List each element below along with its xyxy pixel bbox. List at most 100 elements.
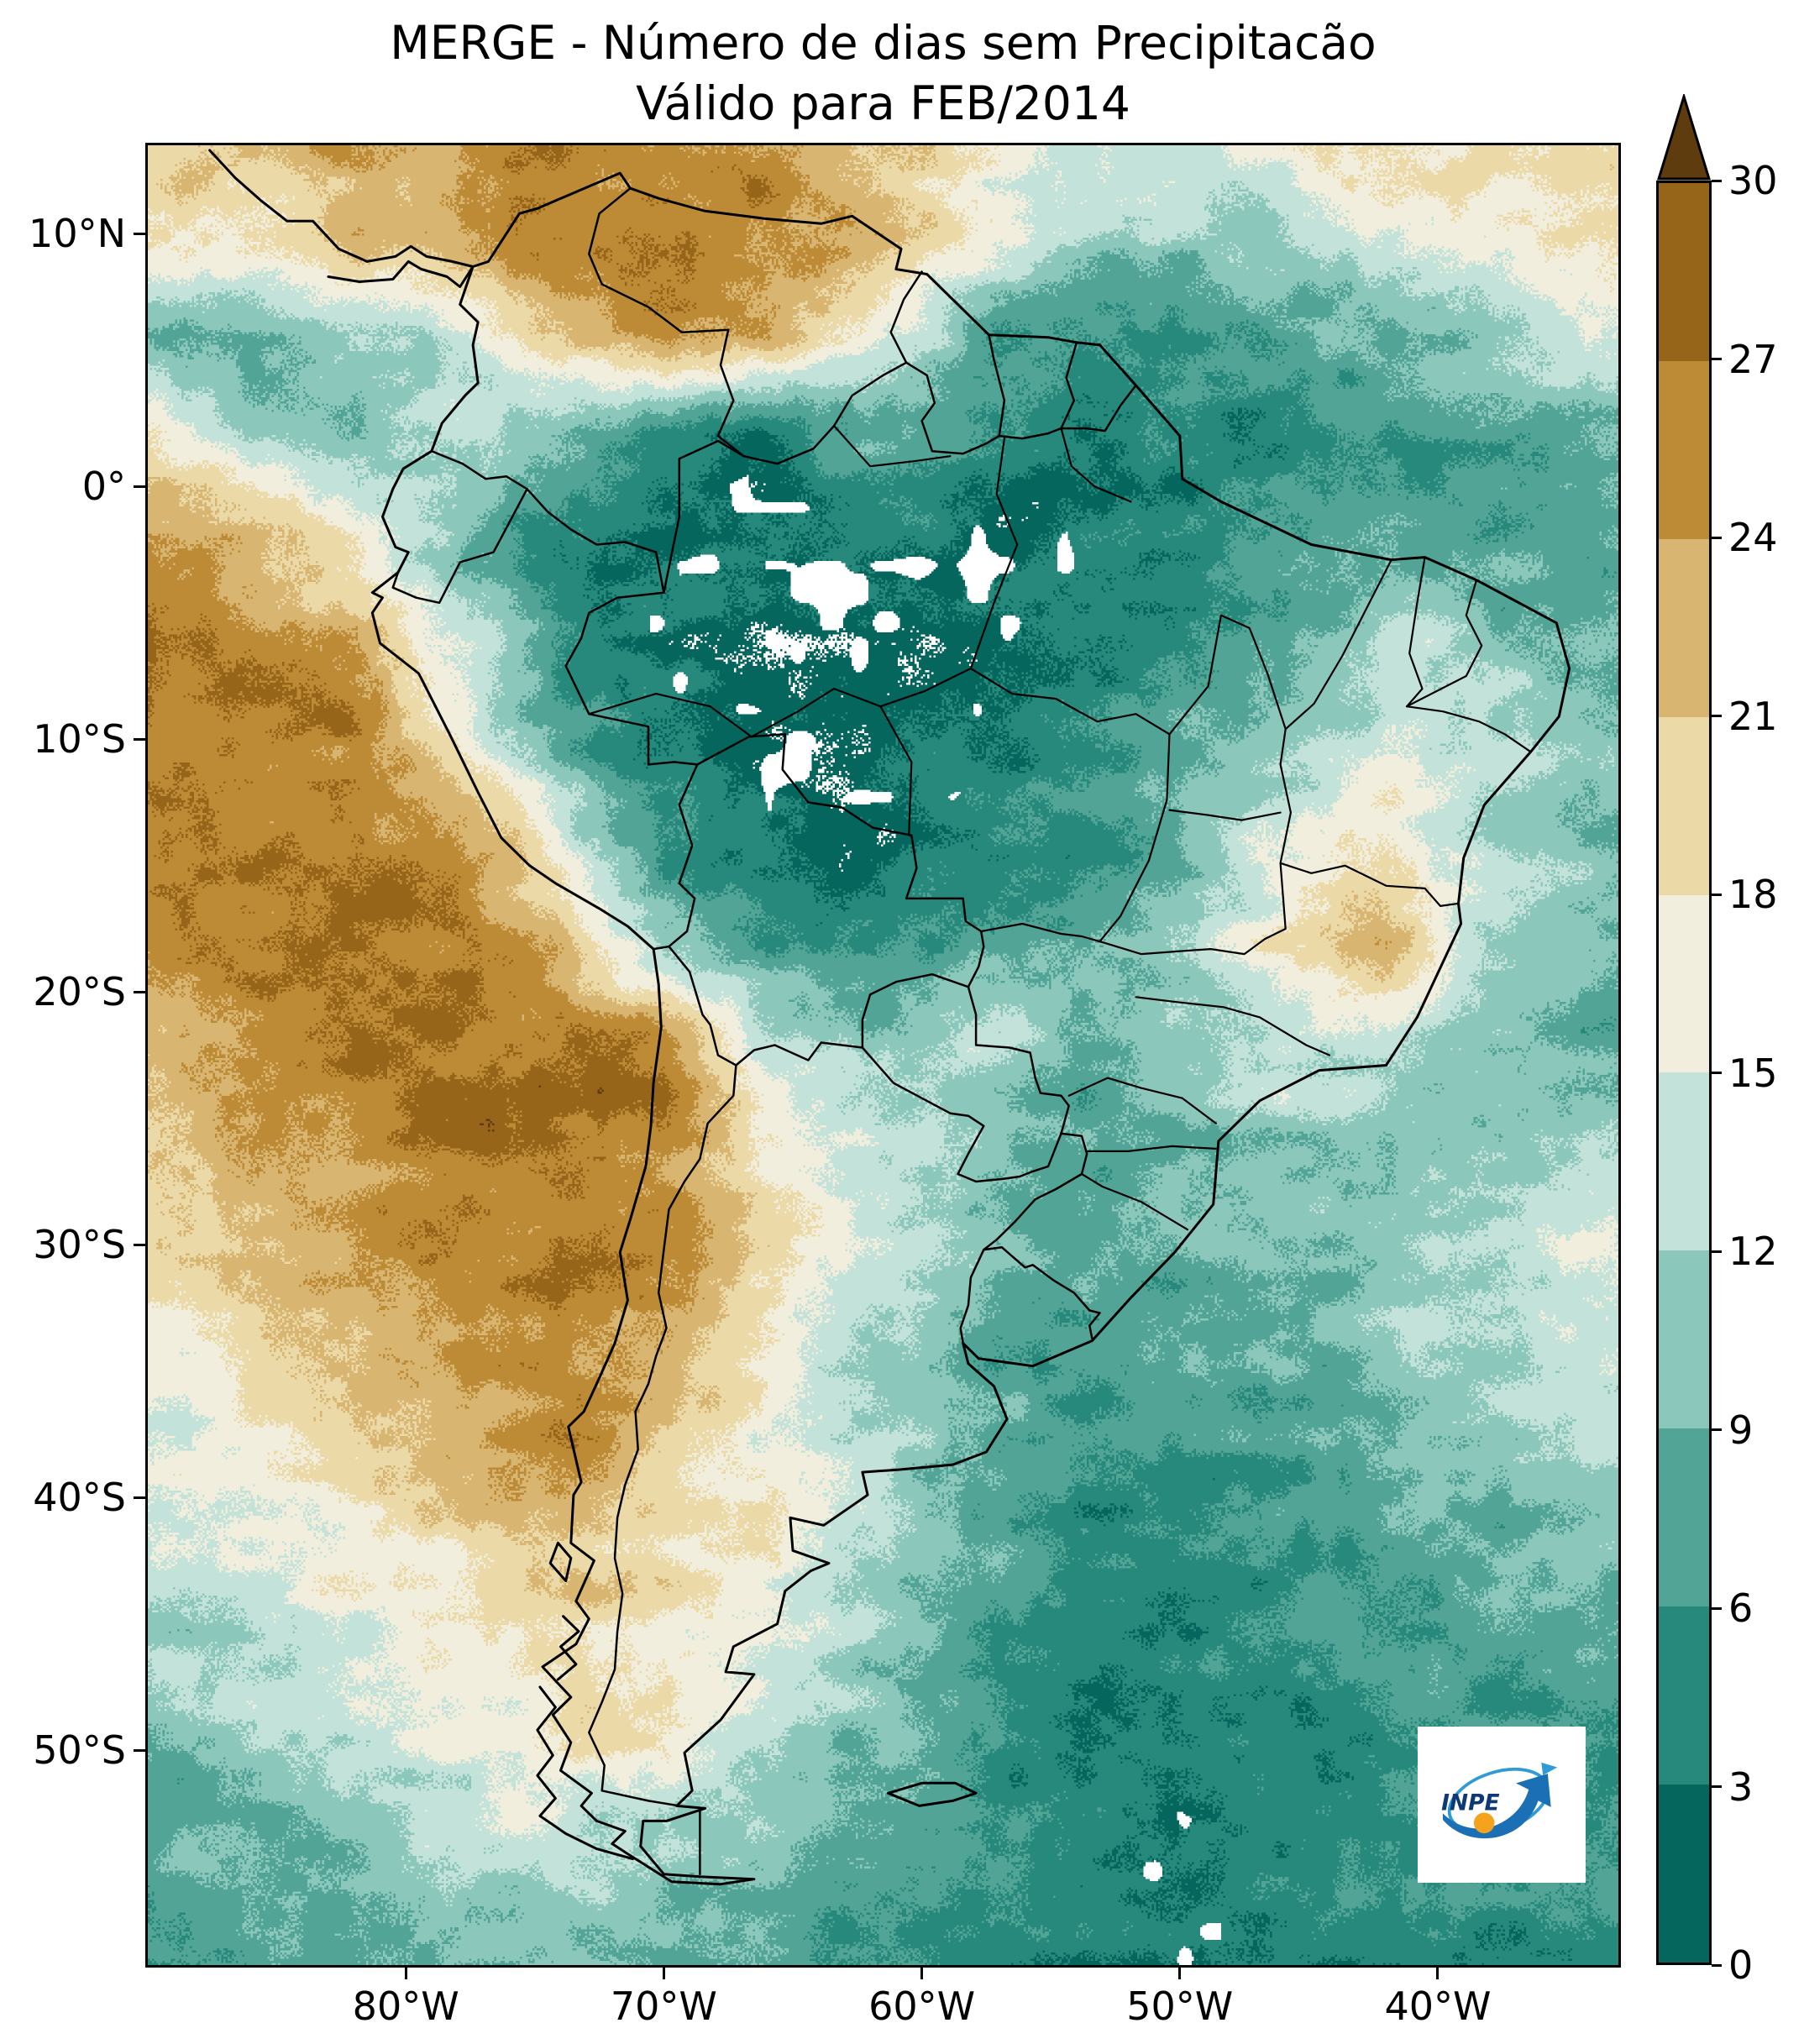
colorbar-tick-label: 6 [1728, 1585, 1754, 1631]
country-border [668, 945, 737, 1067]
colorbar-tick-label: 27 [1728, 336, 1778, 382]
country-border [526, 488, 665, 594]
colorbar-tick-label: 30 [1728, 158, 1778, 203]
inpe-logo-box: INPE [1418, 1727, 1586, 1883]
state-border [1406, 579, 1483, 708]
colorbar-segment [1659, 1072, 1709, 1251]
y-tick-label: 30°S [33, 1222, 126, 1268]
country-border [696, 733, 985, 988]
colorbar-tick-mark [1712, 893, 1722, 896]
colorbar-segment [1659, 894, 1709, 1073]
x-tick-label: 80°W [352, 1984, 459, 2029]
y-tick-mark [134, 1496, 145, 1499]
state-border [588, 693, 753, 738]
colorbar-tick-label: 24 [1728, 515, 1778, 560]
country-border [668, 763, 699, 948]
country-border [564, 591, 699, 766]
x-tick-label: 50°W [1126, 1984, 1234, 2029]
country-border [861, 972, 970, 1049]
geo-boundaries-overlay [208, 149, 1571, 1886]
colorbar-tick-mark [1712, 1785, 1722, 1788]
country-border [652, 945, 670, 951]
y-tick-label: 10°S [33, 716, 126, 763]
map-plot-area [145, 143, 1621, 1968]
x-tick-label: 70°W [610, 1984, 717, 2029]
inpe-logo: INPE [1441, 1762, 1558, 1839]
state-border [1284, 558, 1392, 731]
colorbar-segment [1659, 182, 1709, 361]
y-tick-mark [134, 737, 145, 741]
precipitation-heatmap [148, 145, 1618, 1965]
state-border [1168, 809, 1282, 821]
country-border [889, 270, 923, 364]
state-border [969, 667, 1171, 736]
colorbar-segment [1659, 1785, 1709, 1963]
y-tick-label: 10°N [29, 211, 126, 257]
x-tick-mark [404, 1968, 407, 1979]
state-border [1099, 862, 1287, 956]
coastline [208, 149, 475, 268]
chart-title: MERGE - Número de dias sem Precipitacão … [148, 13, 1618, 134]
state-border [1099, 733, 1171, 943]
colorbar-segment [1659, 538, 1709, 717]
state-border [1219, 614, 1292, 864]
y-tick-label: 20°S [33, 969, 126, 1015]
chart-title-line1: MERGE - Número de dias sem Precipitacão [390, 16, 1377, 70]
x-tick-label: 60°W [868, 1984, 976, 2029]
colorbar-segment [1659, 1428, 1709, 1607]
state-border [750, 667, 972, 738]
country-border [988, 333, 1006, 438]
x-tick-label: 40°W [1384, 1984, 1492, 2029]
x-tick-mark [920, 1968, 924, 1979]
colorbar-tick-label: 15 [1728, 1050, 1778, 1096]
colorbar-tick-mark [1712, 358, 1722, 360]
coastline [370, 171, 1571, 1886]
y-tick-mark [134, 485, 145, 488]
country-border [391, 488, 528, 605]
colorbar-segment [1659, 1250, 1709, 1429]
state-border [1135, 996, 1330, 1056]
y-tick-mark [134, 232, 145, 235]
orbit-arrowhead-icon [1541, 1762, 1558, 1775]
x-tick-mark [1436, 1968, 1440, 1979]
colorbar-tick-label: 9 [1728, 1407, 1754, 1453]
colorbar-tick-label: 0 [1728, 1942, 1754, 1988]
state-border [1406, 705, 1532, 753]
inpe-arrow-icon [1442, 1774, 1551, 1839]
y-tick-label: 40°S [33, 1475, 126, 1521]
x-tick-mark [662, 1968, 665, 1979]
y-tick-mark [134, 1748, 145, 1752]
colorbar-tick-label: 18 [1728, 872, 1778, 917]
state-border [1086, 1145, 1217, 1152]
colorbar-segment [1659, 716, 1709, 895]
coastline [556, 1615, 580, 1681]
orange-sphere-icon [1473, 1812, 1495, 1834]
colorbar-tick-label: 12 [1728, 1229, 1778, 1274]
country-border [588, 1064, 737, 1807]
state-border [1168, 614, 1222, 736]
colorbar-segment [1659, 1606, 1709, 1785]
state-border [1406, 556, 1426, 708]
colorbar-segment [1659, 360, 1709, 539]
coastline [548, 1541, 573, 1582]
country-border [983, 1132, 1088, 1251]
y-tick-mark [134, 990, 145, 993]
x-tick-mark [1178, 1968, 1182, 1979]
coastline [887, 1781, 978, 1807]
colorbar-tick-mark [1712, 1606, 1722, 1610]
y-tick-mark [134, 1243, 145, 1246]
colorbar-tick-mark [1712, 536, 1722, 539]
state-border [1080, 1172, 1189, 1231]
state-border [833, 425, 952, 468]
y-tick-label: 50°S [33, 1727, 126, 1774]
coastline [327, 259, 475, 288]
country-border [967, 985, 1070, 1135]
state-border [980, 922, 1101, 943]
country-border [983, 1245, 1101, 1339]
country-border [663, 439, 745, 594]
chart-title-line2: Válido para FEB/2014 [636, 76, 1130, 130]
state-border [969, 438, 1019, 670]
colorbar-tick-mark [1712, 715, 1722, 717]
country-border [905, 361, 1137, 455]
